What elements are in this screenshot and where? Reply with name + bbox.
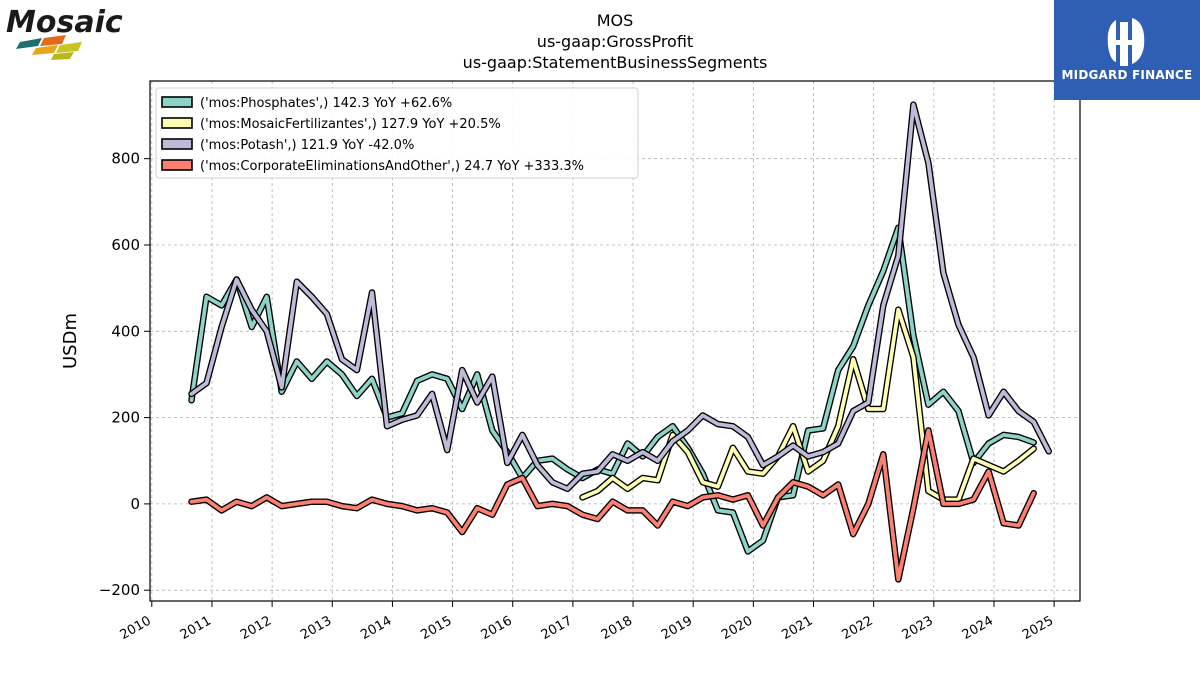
x-tick-label: 2015	[418, 613, 454, 643]
midgard-logo-text: MIDGARD FINANCE	[1061, 68, 1193, 82]
x-tick-label: 2025	[1020, 613, 1056, 643]
x-tick-label: 2019	[659, 613, 695, 643]
legend-box	[155, 87, 639, 179]
mosaic-logo: Mosaic	[4, 2, 134, 62]
x-tick-label: 2012	[238, 613, 274, 643]
x-tick-label: 2010	[118, 613, 154, 643]
chart-title-line-2: us-gaap:GrossProfit	[536, 32, 694, 51]
series-line-0	[189, 225, 1036, 554]
chart-title-line-1: MOS	[596, 11, 634, 30]
x-tick-label: 2016	[479, 613, 515, 643]
legend-entry-0: ('mos:Phosphates',) 142.3 YoY +62.6%	[200, 96, 452, 111]
y-tick-label: 400	[111, 322, 140, 340]
x-tick-label: 2011	[178, 613, 214, 643]
y-tick-label: 200	[111, 409, 140, 427]
legend-swatch-1	[161, 117, 193, 129]
legend: ('mos:Phosphates',) 142.3 YoY +62.6% ('mo…	[155, 87, 639, 179]
legend-entry-1: ('mos:MosaicFertilizantes',) 127.9 YoY +…	[200, 117, 501, 132]
legend-swatch-3	[161, 159, 193, 171]
series-2	[188, 101, 1052, 493]
plot-area	[149, 80, 1081, 602]
series-line-1	[580, 307, 1036, 502]
legend-swatch-2	[161, 138, 193, 150]
y-tick-label: 600	[111, 236, 140, 254]
y-tick-label: −200	[99, 581, 140, 599]
mosaic-logo-text: Mosaic	[6, 5, 123, 40]
axes: 2010 2011 2012 2013 2014 2015 2016 2017 2018 2019…	[99, 150, 1056, 643]
series-layer	[188, 101, 1052, 583]
series-line-3	[189, 428, 1036, 582]
x-tick-label: 2018	[599, 613, 635, 643]
legend-entry-3: ('mos:CorporateEliminationsAndOther',) 2…	[200, 159, 584, 174]
y-axis-label: USDm	[60, 313, 81, 369]
x-tick-label: 2023	[900, 613, 936, 643]
chart-title-line-3: us-gaap:StatementBusinessSegments	[462, 53, 768, 72]
series-line-2	[189, 102, 1051, 491]
x-tick-label: 2024	[960, 613, 996, 643]
midgard-finance-logo: MIDGARD FINANCE	[1054, 0, 1200, 100]
x-tick-label: 2013	[298, 613, 334, 643]
x-tick-label: 2014	[358, 613, 394, 643]
legend-entry-2: ('mos:Potash',) 121.9 YoY -42.0%	[200, 138, 414, 153]
y-tick-label: 0	[130, 495, 140, 513]
y-tick-label: 800	[111, 150, 140, 168]
series-1	[579, 306, 1037, 503]
x-tick-label: 2022	[840, 613, 876, 643]
legend-swatch-0	[161, 96, 193, 108]
series-0	[188, 224, 1037, 555]
mosaic-tiles-logo-icon: Mosaic	[6, 5, 123, 60]
x-tick-label: 2017	[539, 613, 575, 643]
x-tick-label: 2021	[779, 613, 815, 643]
midgard-m-logo-icon	[1107, 18, 1145, 66]
series-3	[188, 427, 1037, 583]
x-tick-label: 2020	[719, 613, 755, 643]
